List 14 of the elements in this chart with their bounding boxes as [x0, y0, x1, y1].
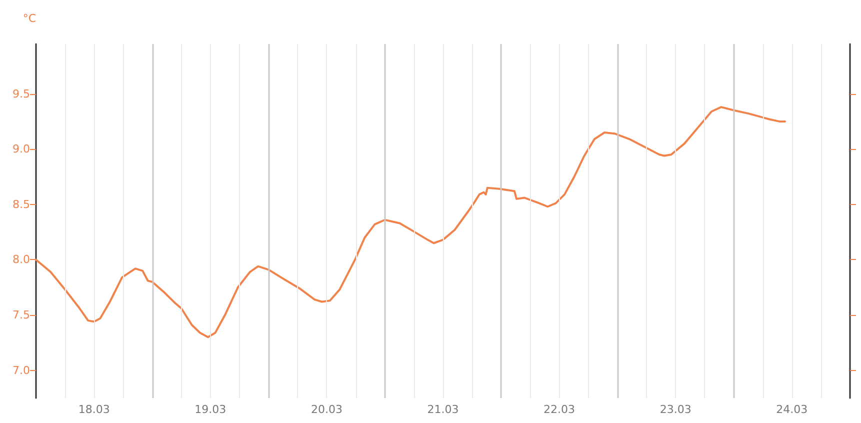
x-tick-label: 20.03	[310, 403, 342, 416]
y-axis-title: °C	[22, 12, 36, 25]
x-tick-label: 21.03	[427, 403, 459, 416]
x-tick-label: 19.03	[194, 403, 226, 416]
y-tick-label: 9.5	[12, 87, 30, 100]
y-tick-label: 9.0	[12, 142, 30, 156]
x-tick-label: 24.03	[776, 403, 808, 416]
y-tick-label: 7.0	[12, 364, 30, 377]
y-tick-label: 8.0	[12, 253, 30, 266]
x-tick-label: 23.03	[660, 403, 692, 416]
x-tick-label: 18.03	[78, 403, 110, 416]
y-tick-label: 7.5	[12, 308, 30, 322]
y-tick-label: 8.5	[12, 198, 30, 211]
x-tick-label: 22.03	[544, 403, 576, 416]
